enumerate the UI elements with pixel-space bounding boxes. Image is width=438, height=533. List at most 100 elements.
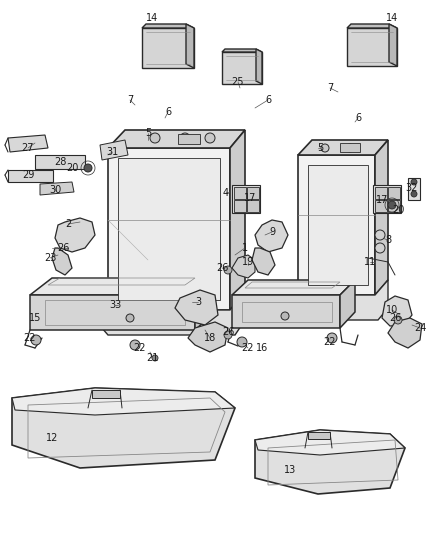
Polygon shape — [222, 52, 262, 84]
Bar — [8, 170, 53, 182]
Bar — [375, 200, 387, 212]
Text: 17: 17 — [244, 193, 256, 203]
Bar — [340, 143, 360, 152]
Polygon shape — [175, 290, 218, 325]
Polygon shape — [30, 278, 215, 295]
Polygon shape — [186, 24, 194, 68]
Polygon shape — [256, 49, 262, 84]
Text: 23: 23 — [44, 253, 56, 263]
Bar — [234, 187, 246, 199]
Polygon shape — [347, 24, 397, 28]
Circle shape — [394, 316, 402, 324]
Polygon shape — [100, 140, 128, 160]
Text: 7: 7 — [127, 95, 133, 105]
Bar — [308, 432, 330, 439]
Polygon shape — [375, 140, 388, 295]
Text: 9: 9 — [269, 227, 275, 237]
Text: 30: 30 — [49, 185, 61, 195]
Text: 11: 11 — [364, 257, 376, 267]
Text: 12: 12 — [46, 433, 58, 443]
Polygon shape — [222, 49, 262, 52]
Bar — [35, 155, 85, 169]
Circle shape — [327, 333, 337, 343]
Circle shape — [346, 144, 354, 152]
Polygon shape — [255, 430, 405, 455]
Polygon shape — [108, 148, 230, 310]
Polygon shape — [255, 220, 288, 252]
Text: 6: 6 — [265, 95, 271, 105]
Circle shape — [126, 314, 134, 322]
Polygon shape — [347, 28, 397, 66]
Polygon shape — [230, 130, 245, 310]
Text: 33: 33 — [109, 300, 121, 310]
Text: 17: 17 — [376, 195, 388, 205]
Polygon shape — [232, 255, 255, 278]
Text: 2: 2 — [65, 219, 71, 229]
Text: 20: 20 — [392, 205, 404, 215]
Text: 4: 4 — [223, 188, 229, 198]
Text: 1: 1 — [242, 243, 248, 253]
Circle shape — [31, 335, 41, 345]
Text: 25: 25 — [232, 77, 244, 87]
Text: 26: 26 — [216, 263, 228, 273]
Circle shape — [130, 340, 140, 350]
Polygon shape — [340, 280, 355, 328]
Text: 21: 21 — [146, 353, 158, 363]
Bar — [388, 200, 400, 212]
Text: 10: 10 — [386, 305, 398, 315]
Polygon shape — [8, 135, 48, 152]
Text: 26: 26 — [389, 313, 401, 323]
Text: 6: 6 — [165, 107, 171, 117]
Circle shape — [237, 337, 247, 347]
Text: 32: 32 — [406, 183, 418, 193]
Circle shape — [150, 133, 160, 143]
Polygon shape — [142, 28, 194, 68]
Text: 20: 20 — [66, 163, 78, 173]
Bar — [375, 187, 387, 199]
Bar — [234, 200, 246, 212]
Polygon shape — [118, 158, 220, 300]
Polygon shape — [255, 430, 405, 494]
Polygon shape — [55, 218, 95, 252]
Bar — [92, 390, 120, 398]
Polygon shape — [95, 292, 245, 335]
Text: 15: 15 — [29, 313, 41, 323]
Polygon shape — [308, 165, 368, 285]
Polygon shape — [188, 322, 228, 352]
Text: 14: 14 — [146, 13, 158, 23]
Text: 22: 22 — [134, 343, 146, 353]
Circle shape — [411, 179, 417, 185]
Circle shape — [224, 266, 232, 274]
Polygon shape — [232, 280, 355, 295]
Text: 26: 26 — [222, 327, 234, 337]
Circle shape — [321, 144, 329, 152]
Text: 3: 3 — [195, 297, 201, 307]
Text: 24: 24 — [414, 323, 426, 333]
Text: 27: 27 — [22, 143, 34, 153]
Circle shape — [388, 201, 396, 209]
Text: 19: 19 — [242, 257, 254, 267]
Polygon shape — [388, 318, 422, 348]
Polygon shape — [298, 155, 375, 295]
Circle shape — [411, 191, 417, 197]
Circle shape — [205, 133, 215, 143]
Polygon shape — [12, 388, 235, 468]
Circle shape — [84, 164, 92, 172]
Polygon shape — [389, 24, 397, 66]
Polygon shape — [108, 130, 245, 148]
Polygon shape — [232, 295, 340, 328]
Circle shape — [152, 355, 158, 361]
Text: 8: 8 — [385, 235, 391, 245]
Text: 22: 22 — [324, 337, 336, 347]
Bar — [408, 178, 420, 200]
Text: 22: 22 — [242, 343, 254, 353]
Bar — [388, 187, 400, 199]
Bar — [247, 200, 259, 212]
Bar — [178, 134, 200, 144]
Circle shape — [375, 243, 385, 253]
Polygon shape — [252, 248, 275, 275]
Circle shape — [375, 230, 385, 240]
Text: 22: 22 — [24, 333, 36, 343]
Text: 7: 7 — [327, 83, 333, 93]
Polygon shape — [195, 278, 215, 330]
